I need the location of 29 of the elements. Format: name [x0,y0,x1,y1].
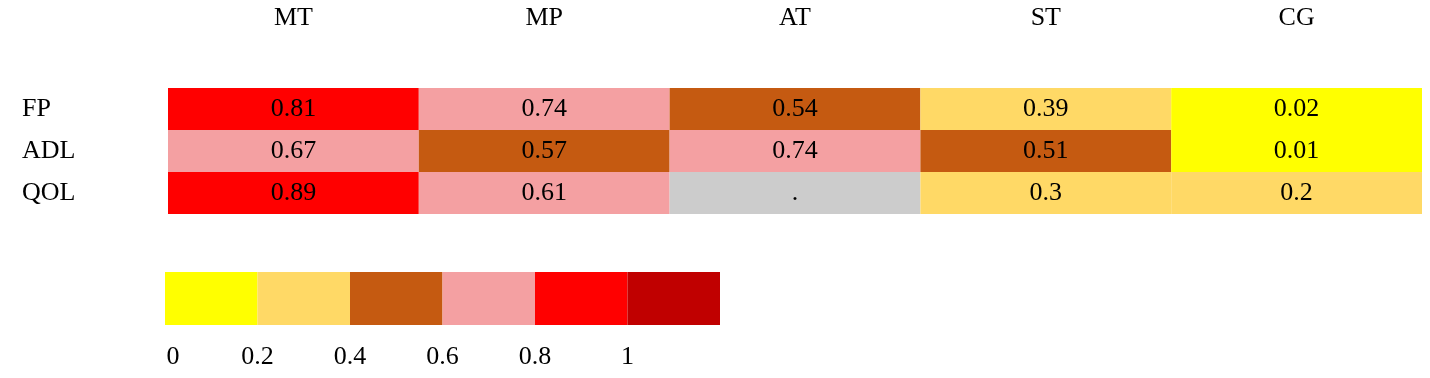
x-tick-label: MT [273,1,314,31]
data-label: 0.67 [270,134,317,164]
y-tick-label: ADL [22,134,76,164]
color-bar-label: 1 [621,340,634,370]
color-bar-label: 0.8 [518,340,552,370]
data-label: 0.74 [772,134,818,164]
data-label: 0.81 [270,92,317,122]
text: . [791,176,799,206]
color-bar-label: 0.2 [241,340,274,370]
data-label: 0.89 [270,176,317,206]
x-tick-label: ST [1030,1,1062,31]
x-tick-label: CG [1278,1,1315,31]
color-bar-label: 0 [166,340,180,370]
y-tick-label: QOL [22,176,76,206]
data-label: 0.74 [521,92,567,122]
data-label: 0.39 [1023,92,1069,122]
data-label: 0.54 [772,92,818,122]
x-tick-label: MP [525,1,563,31]
data-label: 0.57 [521,134,567,164]
data-label: 0.61 [521,176,567,206]
y-tick-label: FP [22,92,51,122]
color-bar-label: 0.6 [426,340,459,370]
data-label: 0.01 [1273,134,1320,164]
data-label: 0.3 [1029,176,1063,206]
x-tick-label: AT [779,1,811,31]
data-label: 0.02 [1273,92,1320,122]
data-label: 0.51 [1023,134,1069,164]
data-label: 0.2 [1280,176,1313,206]
color-bar-label: 0.4 [333,340,367,370]
